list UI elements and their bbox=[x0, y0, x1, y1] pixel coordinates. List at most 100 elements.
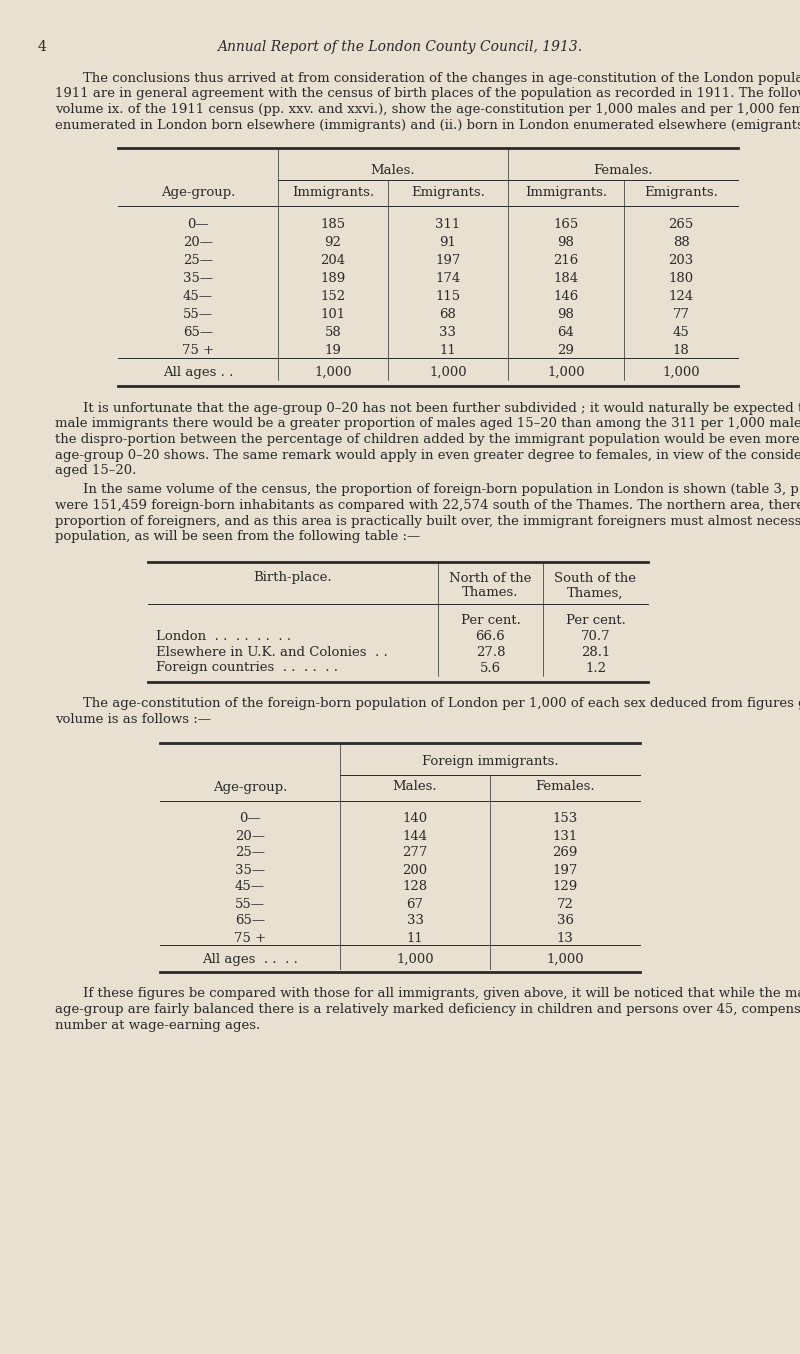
Text: 13: 13 bbox=[557, 932, 574, 945]
Text: enumerated in London born elsewhere (immigrants) and (ii.) born in London enumer: enumerated in London born elsewhere (imm… bbox=[55, 119, 800, 131]
Text: Per cent.: Per cent. bbox=[566, 613, 626, 627]
Text: 27.8: 27.8 bbox=[476, 646, 506, 658]
Text: 129: 129 bbox=[552, 880, 578, 894]
Text: population, as will be seen from the following table :—: population, as will be seen from the fol… bbox=[55, 529, 420, 543]
Text: 277: 277 bbox=[402, 846, 428, 860]
Text: 45—: 45— bbox=[183, 290, 213, 303]
Text: 33: 33 bbox=[439, 326, 457, 338]
Text: 1.2: 1.2 bbox=[585, 662, 606, 674]
Text: 29: 29 bbox=[558, 344, 574, 357]
Text: 203: 203 bbox=[668, 255, 694, 267]
Text: 19: 19 bbox=[325, 344, 342, 357]
Text: Birth-place.: Birth-place. bbox=[254, 571, 332, 585]
Text: Males.: Males. bbox=[370, 164, 415, 177]
Text: 189: 189 bbox=[320, 272, 346, 284]
Text: 58: 58 bbox=[325, 326, 342, 338]
Text: 131: 131 bbox=[552, 830, 578, 842]
Text: 55—: 55— bbox=[183, 307, 213, 321]
Text: 11: 11 bbox=[440, 344, 456, 357]
Text: 200: 200 bbox=[402, 864, 427, 876]
Text: 68: 68 bbox=[439, 307, 457, 321]
Text: 216: 216 bbox=[554, 255, 578, 267]
Text: 55—: 55— bbox=[235, 898, 265, 910]
Text: 5.6: 5.6 bbox=[480, 662, 501, 674]
Text: 1,000: 1,000 bbox=[396, 952, 434, 965]
Text: 115: 115 bbox=[435, 290, 461, 303]
Text: 25—: 25— bbox=[235, 846, 265, 860]
Text: 98: 98 bbox=[558, 307, 574, 321]
Text: Females.: Females. bbox=[535, 780, 595, 793]
Text: 98: 98 bbox=[558, 236, 574, 249]
Text: 197: 197 bbox=[435, 255, 461, 267]
Text: All ages . .: All ages . . bbox=[163, 366, 233, 379]
Text: 91: 91 bbox=[439, 236, 457, 249]
Text: 1,000: 1,000 bbox=[546, 952, 584, 965]
Text: South of the
Thames,: South of the Thames, bbox=[554, 571, 637, 600]
Text: 20—: 20— bbox=[183, 236, 213, 249]
Text: 180: 180 bbox=[669, 272, 694, 284]
Text: 66.6: 66.6 bbox=[476, 630, 506, 643]
Text: 36: 36 bbox=[557, 914, 574, 927]
Text: 124: 124 bbox=[669, 290, 694, 303]
Text: Immigrants.: Immigrants. bbox=[525, 185, 607, 199]
Text: 35—: 35— bbox=[235, 864, 265, 876]
Text: Foreign countries  . .  . .  . .: Foreign countries . . . . . . bbox=[156, 662, 338, 674]
Text: Foreign immigrants.: Foreign immigrants. bbox=[422, 754, 558, 768]
Text: volume ix. of the 1911 census (pp. xxv. and xxvi.), show the age-constitution pe: volume ix. of the 1911 census (pp. xxv. … bbox=[55, 103, 800, 116]
Text: 1,000: 1,000 bbox=[662, 366, 700, 379]
Text: Females.: Females. bbox=[593, 164, 653, 177]
Text: 92: 92 bbox=[325, 236, 342, 249]
Text: 144: 144 bbox=[402, 830, 427, 842]
Text: 20—: 20— bbox=[235, 830, 265, 842]
Text: 67: 67 bbox=[406, 898, 423, 910]
Text: 146: 146 bbox=[554, 290, 578, 303]
Text: 18: 18 bbox=[673, 344, 690, 357]
Text: The age-constitution of the foreign-born population of London per 1,000 of each : The age-constitution of the foreign-born… bbox=[83, 697, 800, 711]
Text: London  . .  . .  . .  . .: London . . . . . . . . bbox=[156, 630, 291, 643]
Text: Per cent.: Per cent. bbox=[461, 613, 521, 627]
Text: In the same volume of the census, the proportion of foreign-born population in L: In the same volume of the census, the pr… bbox=[83, 483, 800, 497]
Text: 77: 77 bbox=[673, 307, 690, 321]
Text: 1,000: 1,000 bbox=[547, 366, 585, 379]
Text: 72: 72 bbox=[557, 898, 574, 910]
Text: 269: 269 bbox=[552, 846, 578, 860]
Text: age-group are fairly balanced there is a relatively marked deficiency in childre: age-group are fairly balanced there is a… bbox=[55, 1003, 800, 1016]
Text: Age-group.: Age-group. bbox=[161, 185, 235, 199]
Text: Immigrants.: Immigrants. bbox=[292, 185, 374, 199]
Text: North of the
Thames.: North of the Thames. bbox=[450, 571, 532, 600]
Text: 0—: 0— bbox=[187, 218, 209, 232]
Text: age-group 0–20 shows. The same remark would apply in even greater degree to fema: age-group 0–20 shows. The same remark wo… bbox=[55, 448, 800, 462]
Text: 33: 33 bbox=[406, 914, 423, 927]
Text: 153: 153 bbox=[552, 812, 578, 826]
Text: 4: 4 bbox=[38, 41, 47, 54]
Text: 1,000: 1,000 bbox=[314, 366, 352, 379]
Text: 101: 101 bbox=[321, 307, 346, 321]
Text: proportion of foreigners, and as this area is practically built over, the immigr: proportion of foreigners, and as this ar… bbox=[55, 515, 800, 528]
Text: 88: 88 bbox=[673, 236, 690, 249]
Text: 152: 152 bbox=[321, 290, 346, 303]
Text: 184: 184 bbox=[554, 272, 578, 284]
Text: volume is as follows :—: volume is as follows :— bbox=[55, 714, 211, 726]
Text: 1,000: 1,000 bbox=[429, 366, 467, 379]
Text: 28.1: 28.1 bbox=[581, 646, 610, 658]
Text: 0—: 0— bbox=[239, 812, 261, 826]
Text: 174: 174 bbox=[435, 272, 461, 284]
Text: The conclusions thus arrived at from consideration of the changes in age-constit: The conclusions thus arrived at from con… bbox=[83, 72, 800, 85]
Text: 197: 197 bbox=[552, 864, 578, 876]
Text: 185: 185 bbox=[321, 218, 346, 232]
Text: Annual Report of the London County Council, 1913.: Annual Report of the London County Counc… bbox=[218, 41, 582, 54]
Text: 311: 311 bbox=[435, 218, 461, 232]
Text: 75 +: 75 + bbox=[234, 932, 266, 945]
Text: Emigrants.: Emigrants. bbox=[411, 185, 485, 199]
Text: number at wage-earning ages.: number at wage-earning ages. bbox=[55, 1018, 260, 1032]
Text: It is unfortunate that the age-group 0–20 has not been further subdivided ; it w: It is unfortunate that the age-group 0–2… bbox=[83, 402, 800, 414]
Text: were 151,459 foreign-born inhabitants as compared with 22,574 south of the Thame: were 151,459 foreign-born inhabitants as… bbox=[55, 500, 800, 512]
Text: Males.: Males. bbox=[393, 780, 438, 793]
Text: 65—: 65— bbox=[235, 914, 265, 927]
Text: aged 15–20.: aged 15–20. bbox=[55, 464, 136, 477]
Text: 265: 265 bbox=[668, 218, 694, 232]
Text: 65—: 65— bbox=[183, 326, 213, 338]
Text: 70.7: 70.7 bbox=[581, 630, 610, 643]
Text: Age-group.: Age-group. bbox=[213, 780, 287, 793]
Text: 140: 140 bbox=[402, 812, 427, 826]
